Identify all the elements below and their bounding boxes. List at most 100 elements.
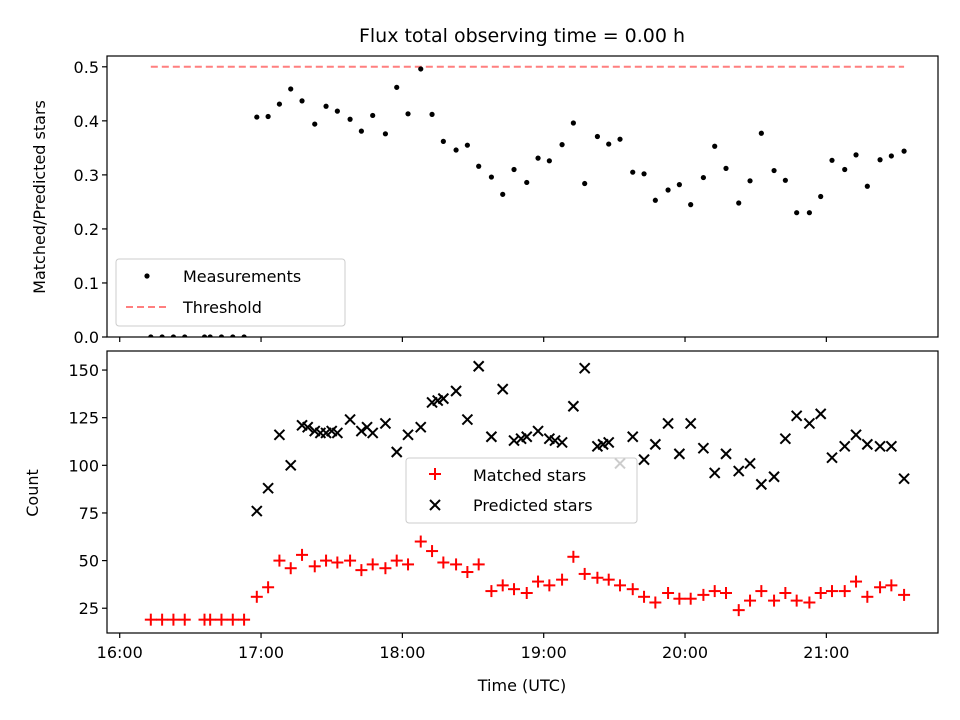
- measurement-point: [201, 334, 208, 337]
- measurement-point: [606, 141, 612, 147]
- predicted-point: [549, 434, 561, 447]
- predicted-point: [803, 417, 816, 430]
- predicted-point-b: [361, 421, 373, 433]
- predicted-point-b: [874, 440, 886, 452]
- measurement-point: [288, 86, 294, 92]
- predicted-point: [251, 505, 263, 517]
- predicted-point: [508, 434, 520, 447]
- predicted-point-b: [366, 427, 379, 439]
- predicted-point: [684, 417, 697, 430]
- matched-point: [602, 573, 615, 586]
- matched-point: [790, 594, 803, 607]
- predicted-point: [649, 438, 662, 451]
- matched-point: [768, 594, 781, 607]
- matched-point: [204, 613, 217, 626]
- predicted-point: [850, 429, 862, 441]
- predicted-point: [755, 478, 768, 491]
- bottom-x-tick-label: 20:00: [662, 643, 708, 662]
- matched-point: [638, 590, 651, 603]
- matched-point: [543, 579, 556, 592]
- matched-point: [390, 554, 403, 567]
- matched-point: [885, 579, 898, 592]
- matched-point: [567, 550, 580, 563]
- matched-point: [720, 586, 733, 599]
- predicted-point: [720, 448, 732, 460]
- matched-point: [238, 613, 251, 626]
- legend-predicted-label: Predicted stars: [473, 496, 593, 515]
- matched-point: [215, 613, 228, 626]
- predicted-point-b: [567, 400, 580, 412]
- bottom-y-tick-label: 75: [79, 504, 99, 523]
- matched-point: [296, 548, 309, 561]
- measurement-point: [652, 197, 658, 203]
- measurement-point: [641, 171, 647, 177]
- matched-point: [874, 581, 887, 594]
- predicted-point: [779, 432, 792, 445]
- top-y-tick-label: 0.0: [74, 328, 99, 347]
- top-legend: Measurements Threshold: [115, 258, 346, 327]
- matched-point: [779, 586, 792, 599]
- matched-point: [379, 562, 392, 575]
- predicted-point-b: [262, 482, 274, 494]
- measurement-point: [829, 157, 835, 163]
- predicted-point: [285, 459, 297, 472]
- predicted-point-b: [355, 425, 368, 437]
- predicted-point: [355, 425, 368, 437]
- predicted-point: [839, 440, 851, 452]
- predicted-point-b: [273, 429, 286, 441]
- matched-point: [803, 596, 816, 609]
- matched-point: [414, 535, 427, 548]
- measurement-point: [723, 165, 729, 171]
- predicted-point: [627, 431, 639, 443]
- bottom-x-tick-label: 17:00: [238, 643, 284, 662]
- predicted-point: [556, 436, 568, 449]
- predicted-point: [532, 425, 544, 437]
- legend-measurements-marker: [144, 273, 150, 279]
- predicted-point-b: [532, 425, 544, 437]
- matched-point: [744, 594, 757, 607]
- predicted-point: [662, 417, 674, 430]
- predicted-point: [521, 431, 533, 443]
- bottom-legend: Matched stars Predicted stars: [405, 457, 638, 524]
- top-y-tick-label: 0.3: [74, 166, 99, 185]
- matched-point: [144, 613, 157, 626]
- bottom-y-tick-label: 150: [68, 361, 99, 380]
- predicted-point-b: [839, 440, 851, 452]
- chart-title: Flux total observing time = 0.00 h: [359, 25, 685, 47]
- predicted-point: [744, 457, 756, 470]
- measurement-point: [382, 131, 389, 137]
- matched-point: [320, 554, 333, 567]
- measurement-point: [218, 334, 225, 337]
- predicted-point-b: [697, 442, 710, 454]
- measurement-point: [818, 193, 824, 200]
- top-y-tick-label: 0.5: [74, 58, 99, 77]
- measurement-point: [782, 177, 788, 183]
- bottom-y-tick-label: 125: [68, 409, 99, 428]
- matched-point: [898, 588, 911, 601]
- legend-matched-label: Matched stars: [473, 466, 586, 485]
- measurement-point: [148, 334, 154, 337]
- predicted-point-b: [638, 453, 650, 466]
- predicted-point-b: [627, 431, 639, 443]
- predicted-point: [673, 448, 686, 460]
- matched-point: [826, 585, 839, 598]
- bottom-x-tick-label: 16:00: [97, 643, 143, 662]
- predicted-point-b: [301, 421, 314, 433]
- predicted-point-b: [497, 383, 509, 395]
- matched-point: [578, 567, 591, 580]
- matched-point: [697, 588, 710, 601]
- predicted-point: [391, 446, 403, 458]
- legend-threshold-label: Threshold: [182, 298, 262, 317]
- measurement-point: [312, 121, 318, 127]
- matched-point: [532, 575, 545, 588]
- matched-point: [250, 590, 263, 603]
- matched-point: [649, 596, 662, 609]
- matched-point: [732, 604, 745, 617]
- measurement-point: [418, 66, 424, 72]
- legend-measurements-label: Measurements: [183, 267, 301, 286]
- predicted-point-b: [755, 478, 768, 491]
- predicted-point-b: [391, 446, 403, 458]
- predicted-point: [301, 421, 314, 433]
- predicted-point: [874, 440, 886, 452]
